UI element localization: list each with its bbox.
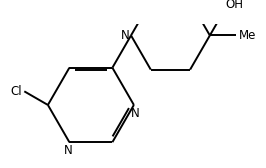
Text: N: N: [64, 144, 72, 157]
Text: N: N: [131, 107, 140, 120]
Text: N: N: [121, 29, 130, 42]
Text: Cl: Cl: [11, 85, 22, 98]
Text: Me: Me: [239, 29, 256, 42]
Text: OH: OH: [226, 0, 244, 11]
